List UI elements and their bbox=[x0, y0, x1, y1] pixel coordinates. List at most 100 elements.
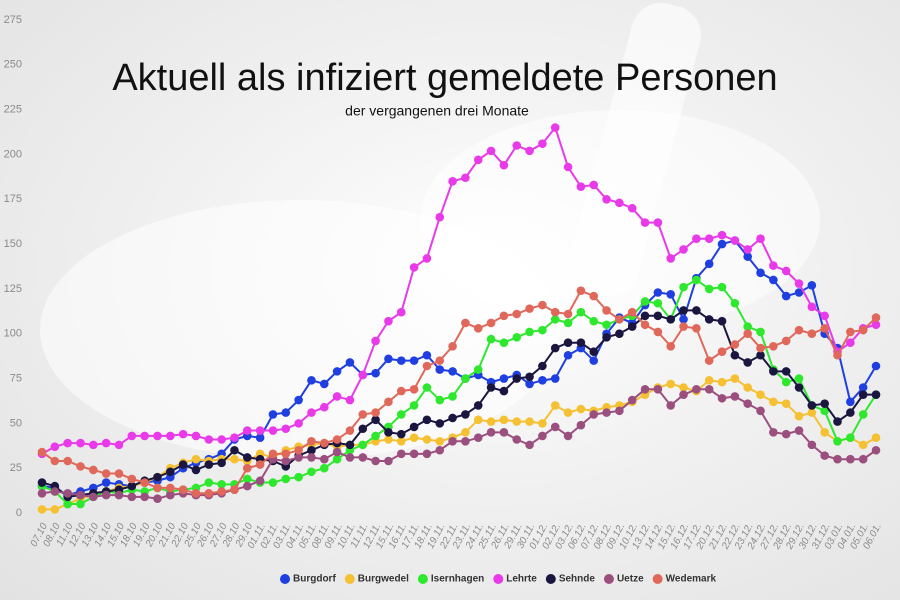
data-point bbox=[602, 194, 611, 204]
data-point bbox=[653, 385, 663, 394]
data-point bbox=[640, 385, 650, 394]
data-point bbox=[525, 146, 534, 156]
data-point bbox=[63, 456, 72, 466]
data-point bbox=[550, 123, 560, 132]
data-point bbox=[294, 395, 303, 405]
data-point bbox=[281, 449, 291, 459]
data-point bbox=[576, 420, 586, 430]
data-point bbox=[589, 347, 599, 356]
data-point bbox=[653, 327, 663, 337]
data-point bbox=[268, 478, 278, 487]
data-point bbox=[743, 329, 752, 339]
data-point bbox=[525, 327, 534, 337]
data-point bbox=[307, 408, 316, 417]
data-point bbox=[63, 488, 72, 498]
data-point bbox=[242, 453, 252, 462]
data-point bbox=[743, 322, 752, 331]
data-point bbox=[730, 350, 740, 360]
data-point bbox=[692, 324, 701, 333]
data-point bbox=[486, 334, 496, 344]
data-point bbox=[345, 358, 355, 367]
data-point bbox=[153, 472, 162, 482]
data-point bbox=[666, 254, 676, 263]
data-point bbox=[461, 410, 470, 419]
data-point bbox=[178, 460, 188, 469]
data-point bbox=[679, 390, 688, 399]
data-point bbox=[756, 390, 765, 399]
data-point bbox=[704, 234, 714, 244]
data-point bbox=[550, 307, 560, 317]
data-point bbox=[204, 478, 214, 487]
data-point bbox=[307, 445, 316, 455]
data-point bbox=[409, 422, 419, 432]
data-point bbox=[692, 385, 701, 394]
data-point bbox=[820, 451, 829, 460]
legend-label: Uetze bbox=[617, 574, 644, 585]
data-point bbox=[37, 447, 47, 457]
data-point bbox=[820, 399, 829, 408]
data-point bbox=[255, 426, 265, 435]
data-point bbox=[384, 354, 393, 364]
data-point bbox=[794, 426, 804, 435]
data-point bbox=[204, 460, 214, 469]
data-point bbox=[602, 333, 611, 342]
data-point bbox=[563, 162, 573, 172]
y-tick-label: 175 bbox=[4, 193, 22, 205]
data-point bbox=[435, 365, 445, 374]
y-tick-label: 150 bbox=[4, 238, 22, 250]
data-point bbox=[499, 428, 509, 437]
data-point bbox=[371, 415, 380, 425]
data-point bbox=[358, 440, 368, 450]
data-point bbox=[640, 218, 650, 227]
data-point bbox=[666, 401, 676, 410]
data-point bbox=[820, 324, 829, 333]
data-point bbox=[307, 453, 316, 462]
data-point bbox=[178, 429, 188, 439]
data-point bbox=[846, 408, 855, 417]
data-point bbox=[666, 289, 676, 299]
data-point bbox=[319, 438, 329, 448]
data-point bbox=[345, 395, 355, 405]
data-point bbox=[422, 254, 432, 263]
data-point bbox=[550, 343, 560, 353]
data-point bbox=[550, 422, 560, 432]
data-point bbox=[602, 320, 611, 330]
data-point bbox=[204, 488, 214, 498]
data-point bbox=[101, 490, 111, 500]
data-point bbox=[89, 440, 98, 450]
data-point bbox=[563, 350, 573, 360]
data-point bbox=[692, 234, 701, 244]
data-point bbox=[769, 428, 778, 437]
legend-label: Burgdorf bbox=[293, 574, 336, 585]
data-point bbox=[756, 350, 765, 360]
data-point bbox=[781, 399, 791, 408]
legend: Burgdorf Burgwedel Isernhagen Lehrte Sehnde U… bbox=[280, 574, 716, 585]
data-point bbox=[486, 428, 496, 437]
data-point bbox=[794, 288, 804, 297]
data-point bbox=[499, 311, 509, 321]
data-point bbox=[730, 298, 740, 308]
data-point bbox=[473, 324, 483, 333]
data-point bbox=[846, 338, 855, 347]
data-point bbox=[833, 350, 842, 360]
data-point bbox=[833, 417, 842, 426]
data-point bbox=[345, 440, 355, 450]
y-tick-label: 250 bbox=[4, 59, 22, 71]
data-point bbox=[704, 259, 714, 269]
data-point bbox=[422, 449, 432, 459]
data-point bbox=[384, 456, 393, 466]
data-point bbox=[871, 390, 881, 399]
y-tick-label: 125 bbox=[4, 283, 22, 295]
data-point bbox=[538, 419, 547, 428]
data-point bbox=[653, 311, 663, 321]
data-point bbox=[756, 268, 765, 278]
data-point bbox=[717, 316, 727, 326]
data-point bbox=[461, 436, 470, 446]
data-point bbox=[396, 436, 406, 446]
data-point bbox=[756, 343, 765, 353]
data-point bbox=[435, 356, 445, 365]
data-point bbox=[602, 408, 611, 417]
data-point bbox=[473, 401, 483, 410]
data-point bbox=[640, 311, 650, 321]
data-point bbox=[448, 413, 457, 423]
